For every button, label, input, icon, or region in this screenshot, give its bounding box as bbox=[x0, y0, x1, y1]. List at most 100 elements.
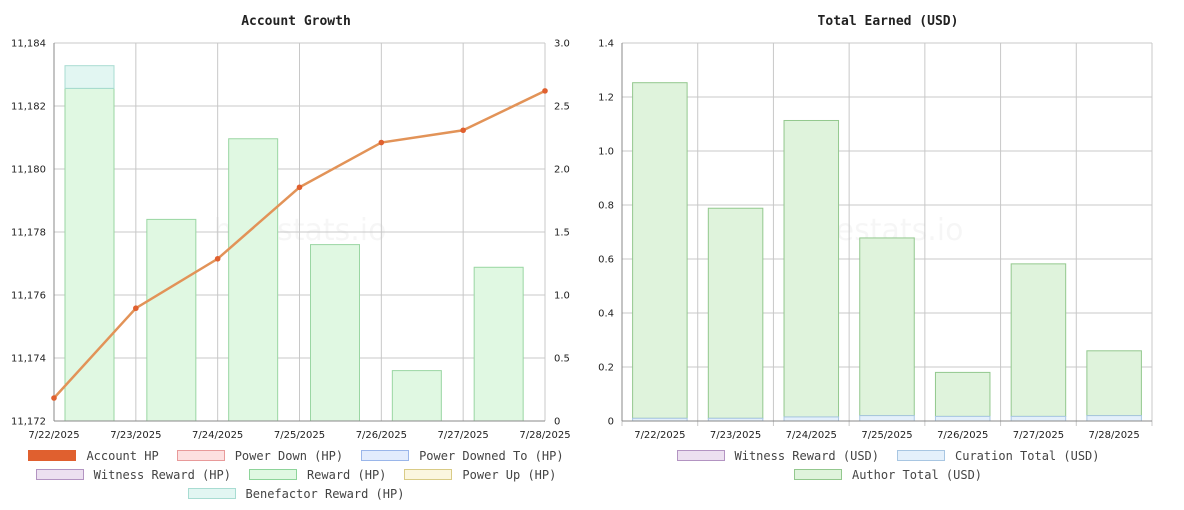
x-tick-label: 7/28/2025 bbox=[519, 430, 570, 441]
bar-benefactor bbox=[64, 65, 115, 89]
bar-author-total bbox=[632, 82, 688, 419]
bar-curation-total bbox=[934, 415, 991, 422]
x-tick-label: 7/23/2025 bbox=[110, 430, 161, 441]
y-tick-label: 1.4 bbox=[598, 39, 614, 50]
legend-row: Witness Reward (HP) Reward (HP) Power Up (… bbox=[0, 465, 592, 484]
y-tick-label-right: 1.5 bbox=[554, 228, 570, 239]
legend-swatch bbox=[793, 469, 842, 480]
legend-label: Author Total (USD) bbox=[851, 467, 983, 482]
x-tick-label: 7/26/2025 bbox=[356, 430, 407, 441]
bar-author-total bbox=[1086, 350, 1142, 417]
y-tick-label-left: 11,182 bbox=[11, 102, 46, 113]
legend-label: Account HP bbox=[86, 448, 159, 463]
x-tick-label: 7/24/2025 bbox=[192, 430, 243, 441]
bar-reward bbox=[310, 244, 360, 422]
y-tick-label: 1.0 bbox=[598, 147, 614, 158]
legend-item[interactable]: Power Downed To (HP) bbox=[361, 449, 564, 463]
chart-title: Account Growth bbox=[241, 14, 351, 29]
x-tick-label: 7/23/2025 bbox=[710, 430, 761, 441]
legend-label: Power Down (HP) bbox=[234, 448, 344, 463]
legend-swatch bbox=[176, 450, 225, 461]
y-tick-label-right: 0.5 bbox=[554, 354, 570, 365]
legend-item[interactable]: Reward (HP) bbox=[248, 467, 387, 482]
y-tick-label: 1.2 bbox=[598, 93, 614, 104]
y-tick-label: 0.2 bbox=[598, 363, 614, 374]
bar-author-total bbox=[1010, 263, 1067, 417]
bar-author-total bbox=[783, 119, 840, 418]
y-tick-label-left: 11,184 bbox=[11, 39, 46, 50]
legend-item[interactable]: Account HP bbox=[28, 448, 159, 463]
point-account-hp bbox=[296, 184, 303, 191]
x-tick-label: 7/26/2025 bbox=[937, 430, 988, 441]
legend-swatch bbox=[248, 469, 297, 480]
x-tick-label: 7/22/2025 bbox=[634, 430, 685, 441]
bar-author-total bbox=[859, 237, 915, 417]
y-tick-label-right: 2.0 bbox=[554, 165, 570, 176]
y-tick-label: 0 bbox=[608, 417, 614, 428]
point-account-hp bbox=[542, 88, 548, 94]
x-tick-label: 7/28/2025 bbox=[1089, 430, 1140, 441]
bar-reward bbox=[228, 138, 279, 422]
bar-author-total bbox=[934, 371, 991, 417]
legend-item[interactable]: Witness Reward (USD) bbox=[676, 448, 880, 463]
point-account-hp bbox=[460, 127, 466, 134]
legend-row: Benefactor Reward (HP) bbox=[0, 484, 592, 503]
point-account-hp bbox=[51, 395, 57, 401]
legend-label: Witness Reward (HP) bbox=[93, 467, 231, 482]
legend-label: Power Downed To (HP) bbox=[419, 448, 564, 463]
bar-curation-total bbox=[1086, 415, 1142, 422]
legend-label: Power Up (HP) bbox=[462, 467, 557, 482]
legend-swatch bbox=[28, 450, 77, 461]
legend-item[interactable]: Author Total (USD) bbox=[793, 467, 983, 482]
x-tick-label: 7/25/2025 bbox=[861, 430, 912, 441]
y-tick-label: 0.8 bbox=[598, 201, 614, 212]
y-tick-label-right: 3.0 bbox=[554, 39, 570, 50]
legend-item[interactable]: Curation Total (USD) bbox=[897, 449, 1100, 463]
legend-item[interactable]: Benefactor Reward (HP) bbox=[187, 486, 405, 501]
legend-swatch bbox=[676, 450, 725, 461]
legend-swatch bbox=[35, 469, 84, 480]
bar-reward bbox=[64, 87, 115, 422]
legend-swatch bbox=[404, 469, 453, 480]
bar-curation-total bbox=[859, 415, 915, 422]
legend-label: Benefactor Reward (HP) bbox=[245, 486, 405, 501]
x-tick-label: 7/22/2025 bbox=[28, 430, 79, 441]
chart-title: Total Earned (USD) bbox=[817, 14, 959, 29]
point-account-hp bbox=[133, 305, 139, 312]
y-tick-label-right: 2.5 bbox=[554, 102, 570, 113]
x-tick-label: 7/27/2025 bbox=[438, 430, 489, 441]
account-growth-panel: Account Growth hivestats.io 11,172 11,174 1… bbox=[0, 14, 592, 503]
y-tick-label: 0.4 bbox=[598, 309, 614, 320]
point-account-hp bbox=[378, 139, 385, 146]
legend-swatch bbox=[361, 450, 410, 461]
total-earned-panel: Total Earned (USD) hivestats.io 0 0.2 0.4 0.… bbox=[592, 0, 1184, 510]
legend-row: Author Total (USD) bbox=[592, 465, 1184, 484]
bar-reward bbox=[391, 370, 442, 422]
y-tick-label-left: 11,180 bbox=[11, 165, 46, 176]
total-earned-chart: hivestats.io00.20.40.60.81.01.21.47/22/2… bbox=[598, 39, 1153, 441]
y-tick-label-left: 11,178 bbox=[11, 228, 46, 239]
bar-reward bbox=[146, 218, 197, 422]
legend-swatch bbox=[897, 450, 945, 461]
y-tick-label: 0.6 bbox=[598, 255, 614, 266]
y-tick-label-right: 0 bbox=[554, 417, 560, 428]
bar-reward bbox=[473, 266, 524, 422]
y-tick-label-left: 11,176 bbox=[11, 291, 46, 302]
bar-author-total bbox=[707, 207, 764, 419]
legend-item[interactable]: Witness Reward (HP) bbox=[35, 467, 231, 482]
y-tick-label-right: 1.0 bbox=[554, 291, 570, 302]
x-tick-label: 7/25/2025 bbox=[274, 430, 325, 441]
legend-swatch bbox=[187, 488, 236, 499]
bar-curation-total bbox=[1010, 415, 1067, 422]
legend-label: Reward (HP) bbox=[306, 467, 387, 482]
y-tick-label-left: 11,174 bbox=[11, 354, 46, 365]
account-growth-chart: hivestats.io11,17211,17411,17611,17811,1… bbox=[11, 39, 571, 442]
bar-curation-total bbox=[783, 416, 840, 422]
legend-label: Witness Reward (USD) bbox=[734, 448, 880, 463]
x-tick-label: 7/24/2025 bbox=[786, 430, 837, 441]
y-tick-label-left: 11,172 bbox=[11, 417, 46, 428]
point-account-hp bbox=[214, 255, 221, 262]
x-tick-label: 7/27/2025 bbox=[1013, 430, 1064, 441]
legend-item[interactable]: Power Up (HP) bbox=[404, 468, 556, 482]
legend-item[interactable]: Power Down (HP) bbox=[176, 448, 344, 463]
